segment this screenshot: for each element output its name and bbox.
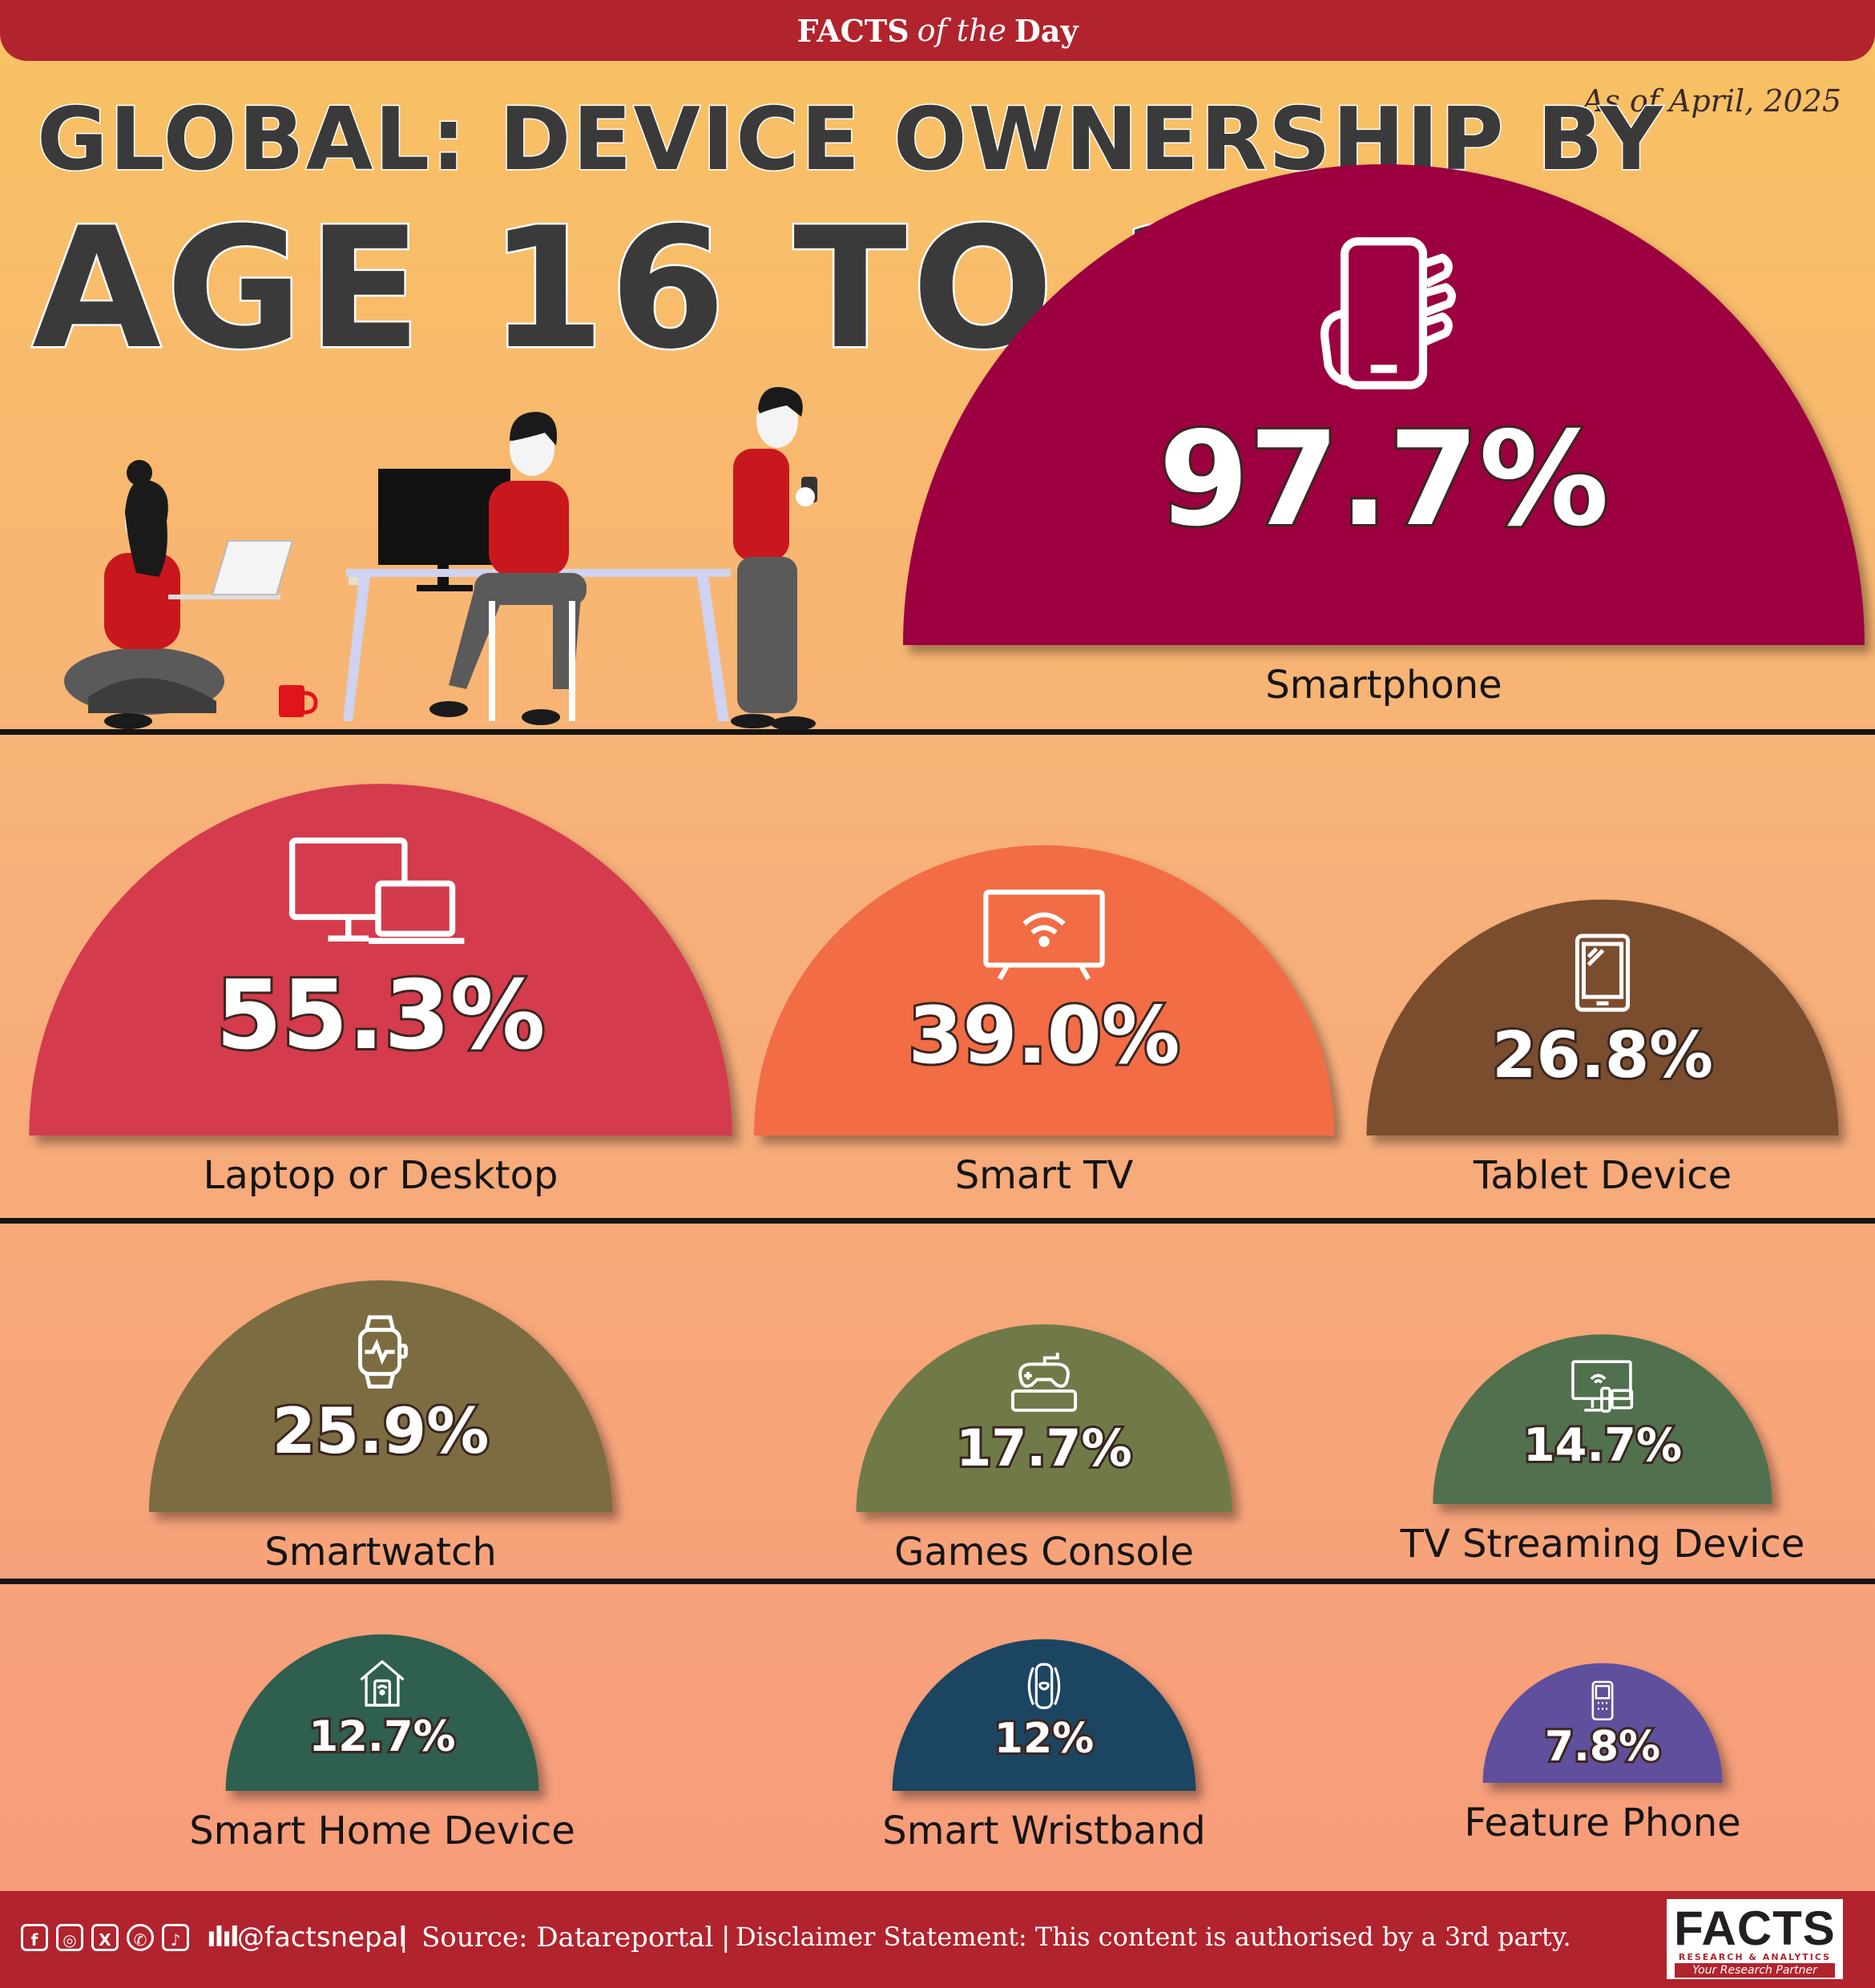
dome-mark-smartphone <box>903 164 1865 645</box>
value-label: 97.7% <box>1156 402 1611 558</box>
disclaimer-text: Disclaimer Statement: This content is au… <box>736 1921 1571 1952</box>
dome-mark-smart-tv <box>753 845 1335 1135</box>
footer-bar: f ◎ X ✆ ♪ ılıl @factsnepal | Source: Dat… <box>0 1891 1875 1988</box>
dome-mark-smart-wristband <box>892 1639 1196 1791</box>
category-label: Smart TV <box>954 1153 1134 1198</box>
dome-mark-smartwatch <box>148 1280 613 1512</box>
man-with-phone-figure <box>731 387 817 731</box>
logo-tagline: Your Research Partner <box>1675 1963 1835 1978</box>
handle-bars-icon: ılıl <box>207 1921 240 1954</box>
category-label: Feature Phone <box>1464 1800 1741 1845</box>
category-label: TV Streaming Device <box>1400 1522 1805 1567</box>
woman-with-laptop-figure <box>64 460 318 729</box>
category-label: Tablet Device <box>1473 1153 1732 1198</box>
dome-mark-laptop-or-desktop <box>29 784 732 1135</box>
value-label: 25.9% <box>270 1393 492 1470</box>
wifi-tv-icon <box>980 886 1108 988</box>
smartwatch-icon <box>349 1313 413 1394</box>
smartphone-hand-icon <box>1302 232 1466 398</box>
viber-icon[interactable]: ✆ <box>127 1924 154 1951</box>
dome-mark-tv-streaming-device <box>1433 1334 1772 1504</box>
category-label: Laptop or Desktop <box>203 1153 558 1198</box>
section-divider-3 <box>0 1579 1875 1584</box>
category-label: Games Console <box>894 1530 1194 1575</box>
tiktok-icon[interactable]: ♪ <box>162 1924 189 1951</box>
game-console-icon <box>1009 1350 1079 1417</box>
feature-phone-icon <box>1591 1680 1615 1724</box>
category-label: Smart Home Device <box>189 1809 575 1853</box>
wristband-icon <box>1021 1660 1067 1715</box>
man-at-desk-figure <box>343 412 731 725</box>
value-label: 12% <box>992 1712 1096 1765</box>
brand-day: Day <box>1014 12 1079 49</box>
category-label: Smartphone <box>1265 663 1502 708</box>
as-of-date: As of April, 2025 <box>1582 83 1841 119</box>
brand-facts: FACTS <box>796 12 909 49</box>
facebook-icon[interactable]: f <box>21 1924 48 1951</box>
facts-logo: FACTS RESEARCH & ANALYTICS Your Research… <box>1667 1899 1843 1979</box>
dome-mark-tablet-device <box>1366 899 1839 1135</box>
smart-home-icon <box>356 1656 409 1712</box>
logo-subtitle: RESEARCH & ANALYTICS <box>1678 1952 1832 1962</box>
social-handle[interactable]: @factsnepal <box>237 1921 406 1954</box>
value-label: 55.3% <box>214 958 548 1073</box>
dome-mark-feature-phone <box>1482 1663 1723 1783</box>
dome-mark-smart-home-device <box>225 1634 539 1791</box>
section-divider-1 <box>0 729 1875 735</box>
dome-mark-games-console <box>856 1324 1232 1512</box>
x-icon[interactable]: X <box>91 1924 119 1951</box>
value-label: 7.8% <box>1542 1720 1663 1773</box>
top-banner: FACTS of the Day <box>0 0 1875 61</box>
monitor-laptop-icon <box>285 833 477 956</box>
category-label: Smartwatch <box>264 1530 497 1575</box>
section-divider-2 <box>0 1218 1875 1224</box>
value-label: 26.8% <box>1490 1015 1716 1095</box>
tablet-icon <box>1572 933 1632 1016</box>
people-illustration <box>64 387 817 731</box>
footer-separator: | <box>721 1921 731 1954</box>
value-label: 17.7% <box>954 1416 1135 1480</box>
brand-of-the: of the <box>917 13 1006 48</box>
logo-wordmark: FACTS <box>1674 1901 1836 1955</box>
value-label: 39.0% <box>905 988 1182 1084</box>
category-label: Smart Wristband <box>882 1809 1206 1853</box>
instagram-icon[interactable]: ◎ <box>56 1924 83 1951</box>
value-label: 14.7% <box>1521 1417 1684 1474</box>
source-text: Source: Datareportal <box>421 1921 714 1954</box>
streaming-tv-icon <box>1570 1358 1636 1419</box>
value-label: 12.7% <box>307 1710 458 1764</box>
footer-separator: | <box>399 1921 409 1954</box>
